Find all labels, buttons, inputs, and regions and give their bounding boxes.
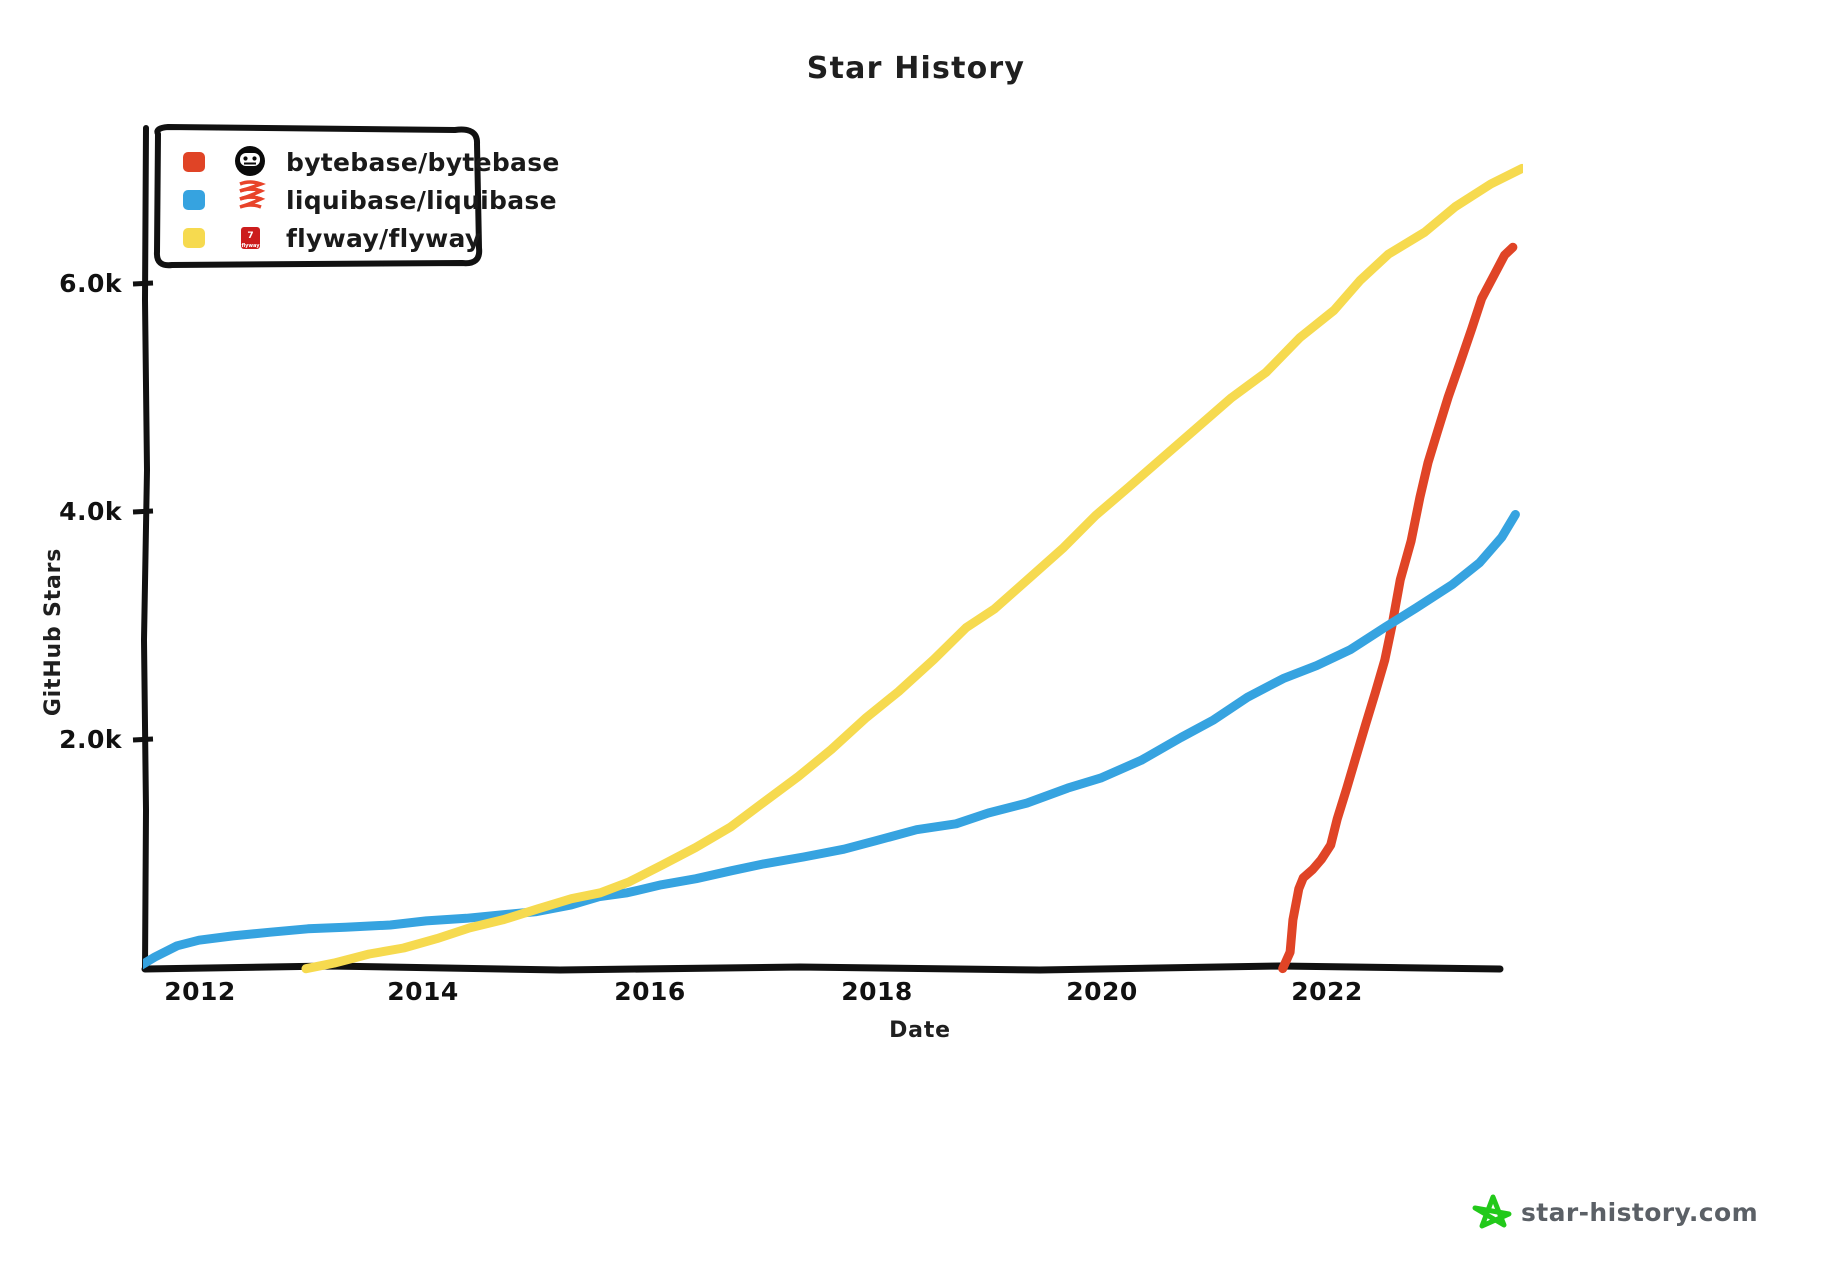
y-tick-label-2000: 2.0k: [59, 725, 123, 754]
bytebase-icon: [235, 146, 265, 176]
series-lines: [143, 163, 1523, 974]
svg-text:7: 7: [247, 231, 253, 241]
series-line-liquibase: [143, 510, 1520, 970]
watermark-label: star-history.com: [1521, 1198, 1758, 1227]
x-tick-label-2020: 2020: [1066, 977, 1138, 1006]
y-axis-line: [140, 125, 151, 971]
svg-text:flyway: flyway: [241, 243, 260, 249]
legend: bytebase/bytebase liquibase/liquibase 7: [153, 124, 560, 269]
legend-swatch-flyway: [183, 228, 205, 248]
legend-item-flyway[interactable]: 7 flyway flyway/flyway: [183, 224, 482, 253]
flyway-icon: 7 flyway: [241, 227, 260, 249]
x-tick-label-2012: 2012: [164, 977, 236, 1006]
legend-swatch-bytebase: [183, 152, 205, 172]
x-tick-label-2018: 2018: [841, 977, 913, 1006]
legend-swatch-liquibase: [183, 190, 205, 210]
legend-label-flyway: flyway/flyway: [286, 224, 482, 253]
y-axis-ticks: [132, 280, 154, 743]
chart-title: Star History: [807, 51, 1025, 86]
x-axis-line: [141, 962, 1504, 974]
x-tick-label-2016: 2016: [614, 977, 686, 1006]
watermark[interactable]: star-history.com: [1472, 1194, 1758, 1229]
legend-item-bytebase[interactable]: bytebase/bytebase: [183, 146, 560, 177]
star-icon: [1472, 1194, 1512, 1229]
x-tick-label-2022: 2022: [1291, 977, 1363, 1006]
series-line-flyway: [301, 163, 1523, 974]
legend-label-bytebase: bytebase/bytebase: [286, 148, 560, 177]
legend-label-liquibase: liquibase/liquibase: [286, 186, 557, 215]
y-tick-label-4000: 4.0k: [59, 497, 123, 526]
liquibase-icon: [239, 180, 266, 209]
legend-item-liquibase[interactable]: liquibase/liquibase: [183, 180, 557, 215]
x-axis-title: Date: [889, 1018, 951, 1043]
series-line-bytebase: [1278, 242, 1518, 974]
y-axis-title: GitHub Stars: [41, 548, 66, 716]
x-tick-label-2014: 2014: [387, 977, 459, 1006]
y-tick-label-6000: 6.0k: [59, 269, 123, 298]
